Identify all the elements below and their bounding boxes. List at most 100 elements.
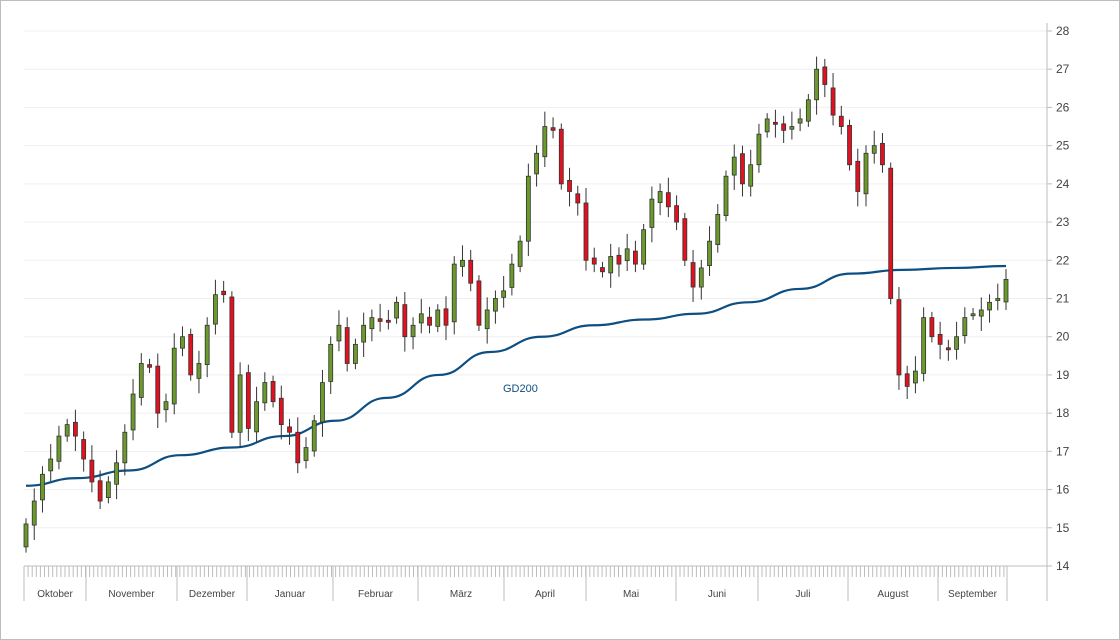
candle — [608, 243, 614, 288]
candle-body-up — [1003, 278, 1009, 303]
y-tick-label: 17 — [1056, 444, 1070, 458]
gridlines — [24, 30, 1047, 529]
candle — [328, 336, 334, 395]
candle-body-down — [278, 397, 284, 426]
candle-body-down — [443, 308, 449, 326]
candle — [410, 317, 416, 350]
candle — [155, 353, 161, 429]
y-tick-label: 27 — [1056, 62, 1070, 76]
candle — [904, 365, 910, 400]
candle — [945, 339, 951, 361]
candle-body-down — [344, 327, 350, 364]
candle-body-up — [987, 301, 992, 311]
candle — [377, 303, 383, 332]
candle — [402, 292, 408, 352]
candle — [427, 306, 432, 334]
candle-body-up — [353, 343, 358, 364]
candle-body-up — [805, 99, 811, 122]
candle — [81, 431, 87, 472]
x-axis: Oktober November Dezember Januar Februar März… — [23, 565, 1048, 601]
candle — [748, 149, 754, 197]
candle — [880, 133, 885, 173]
candle-body-down — [773, 121, 778, 125]
candle-body-down — [665, 192, 671, 208]
candle-body-down — [633, 250, 638, 265]
candle — [715, 204, 721, 253]
candle-body-up — [105, 481, 111, 498]
candle-body-down — [73, 421, 78, 437]
candle — [89, 445, 95, 493]
y-tick-label: 25 — [1056, 139, 1070, 153]
candle — [888, 162, 894, 305]
y-tick-label: 26 — [1056, 100, 1070, 114]
candle-body-up — [204, 324, 210, 366]
candle-body-up — [913, 370, 918, 384]
candle-body-down — [270, 381, 276, 403]
candle-body-up — [748, 164, 754, 187]
y-tick-label: 14 — [1056, 559, 1070, 573]
candle — [270, 375, 276, 408]
x-month-label: April — [535, 589, 555, 600]
candle-body-up — [995, 298, 1001, 301]
y-tick-label: 18 — [1056, 406, 1070, 420]
candle-body-up — [171, 347, 177, 405]
candle-body-up — [23, 523, 29, 548]
candle — [245, 364, 251, 442]
candle — [896, 287, 902, 390]
candle — [756, 123, 762, 173]
candle-body-up — [501, 290, 507, 298]
candle-body-down — [287, 426, 292, 433]
candle-body-down — [583, 202, 589, 261]
candle — [204, 317, 210, 378]
candle-body-up — [451, 263, 457, 323]
candle-body-down — [245, 372, 251, 429]
candle-body-up — [138, 363, 144, 398]
candle-body-up — [814, 68, 819, 101]
candle — [657, 183, 663, 216]
candle-body-up — [624, 248, 630, 262]
candle-body-up — [698, 267, 704, 288]
moving-average: GD200 — [25, 264, 1007, 487]
candle-body-up — [56, 435, 62, 462]
candle — [484, 297, 490, 344]
candle — [171, 333, 177, 415]
candle — [73, 409, 78, 451]
candle-body-down — [81, 439, 87, 460]
candle-body-down — [377, 318, 383, 322]
candle-body-up — [31, 500, 37, 526]
candle — [303, 437, 309, 469]
candle-body-down — [188, 334, 194, 376]
candle — [698, 259, 704, 300]
candle — [591, 247, 597, 273]
candle — [385, 309, 391, 330]
candle — [493, 290, 498, 324]
candle-body-up — [542, 126, 548, 158]
candle-body-up — [649, 198, 655, 228]
y-tick-label: 28 — [1056, 24, 1070, 38]
candle — [254, 386, 259, 443]
candle-body-up — [657, 191, 663, 203]
candle-body-down — [855, 160, 861, 192]
y-axis: 14 15 16 17 18 19 20 21 22 23 24 25 26 27 28 — [1046, 23, 1070, 601]
y-tick-label: 23 — [1056, 215, 1070, 229]
candle-body-down — [402, 304, 408, 338]
candle-body-up — [484, 309, 490, 330]
candle-body-down — [888, 167, 894, 299]
candle — [468, 249, 474, 292]
candle-body-down — [558, 128, 564, 185]
y-tick-label: 22 — [1056, 253, 1070, 267]
candle — [674, 195, 679, 231]
candle — [558, 123, 564, 190]
candle-body-down — [937, 334, 943, 345]
candle-body-down — [945, 347, 951, 351]
candle-body-down — [427, 316, 432, 326]
candle — [731, 144, 737, 190]
candle — [287, 418, 292, 445]
candle — [814, 56, 819, 115]
candle — [369, 309, 375, 342]
candle-body-up — [871, 145, 877, 154]
candle — [789, 111, 795, 140]
candle-body-down — [600, 267, 605, 273]
candle — [962, 307, 968, 344]
candle-body-down — [929, 317, 935, 338]
